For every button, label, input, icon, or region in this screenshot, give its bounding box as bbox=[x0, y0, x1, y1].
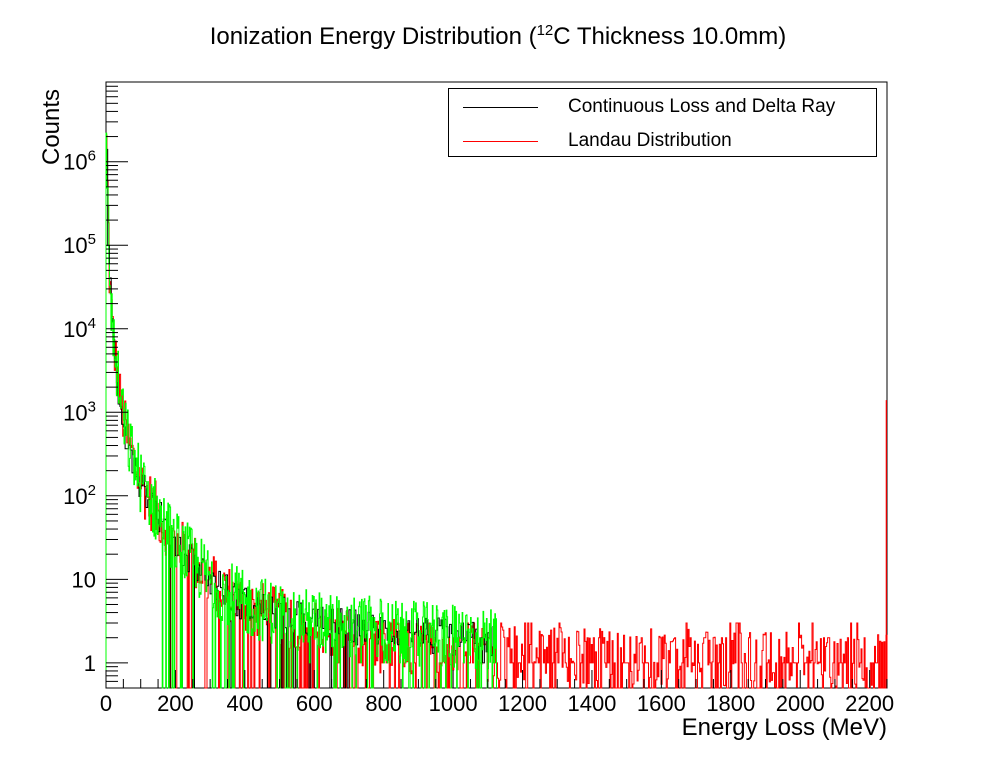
legend-label: Landau Distribution bbox=[568, 130, 732, 151]
legend-swatch-black bbox=[463, 106, 538, 108]
series-green bbox=[105, 132, 497, 689]
legend-label: Continuous Loss and Delta Ray bbox=[568, 96, 836, 117]
x-tick-label: 0 bbox=[100, 691, 112, 716]
x-tick-label: 1200 bbox=[498, 691, 547, 716]
plot-frame bbox=[105, 81, 888, 689]
y-tick-label: 103 bbox=[63, 398, 96, 425]
x-tick-label: 2200 bbox=[845, 691, 894, 716]
legend: Continuous Loss and Delta Ray Landau Dis… bbox=[448, 88, 877, 157]
y-tick-label: 106 bbox=[63, 148, 96, 175]
x-tick-label: 1400 bbox=[567, 691, 616, 716]
y-tick-label: 104 bbox=[63, 315, 96, 342]
legend-item-landau: Landau Distribution bbox=[463, 129, 732, 153]
series-landau bbox=[105, 134, 888, 689]
y-axis-label: Counts bbox=[38, 88, 65, 165]
y-tick-label: 105 bbox=[63, 231, 96, 258]
x-tick-label: 1800 bbox=[706, 691, 755, 716]
y-tick-label: 10 bbox=[72, 567, 96, 592]
x-tick-label: 800 bbox=[365, 691, 402, 716]
x-tick-label: 1600 bbox=[637, 691, 686, 716]
legend-item-continuous: Continuous Loss and Delta Ray bbox=[463, 95, 835, 119]
legend-swatch-red bbox=[463, 140, 538, 142]
y-tick-label: 102 bbox=[63, 482, 96, 509]
x-tick-label: 600 bbox=[296, 691, 333, 716]
x-tick-label: 400 bbox=[226, 691, 263, 716]
x-tick-label: 1000 bbox=[429, 691, 478, 716]
y-tick-label: 1 bbox=[84, 651, 96, 676]
chart-title: Ionization Energy Distribution (12C Thic… bbox=[209, 22, 787, 50]
x-tick-label: 2000 bbox=[776, 691, 825, 716]
x-axis-label: Energy Loss (MeV) bbox=[681, 714, 887, 741]
x-tick-label: 200 bbox=[157, 691, 194, 716]
